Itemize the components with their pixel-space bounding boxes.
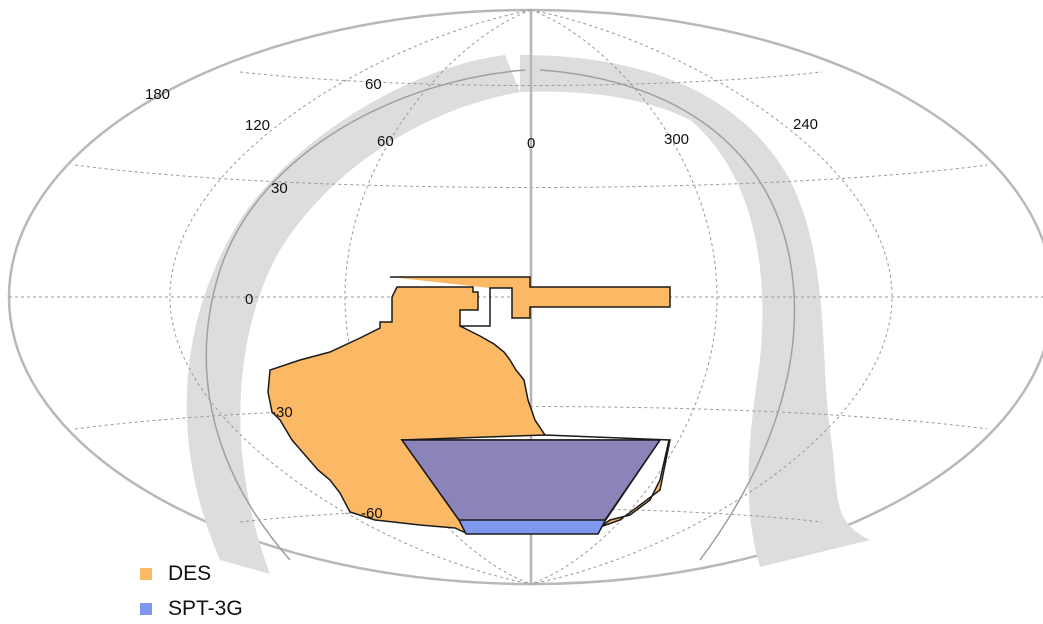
label-ra-120: 120: [245, 117, 270, 134]
legend-label-des: DES: [168, 562, 211, 586]
legend-item-spt3g: SPT-3G: [140, 597, 243, 621]
legend-item-des: DES: [140, 562, 211, 586]
legend-label-spt3g: SPT-3G: [168, 597, 243, 621]
label-ra-60: 60: [377, 133, 394, 150]
label-ra-300: 300: [664, 131, 689, 148]
spt3g-swatch: [140, 603, 152, 615]
label-dec-30s: -30: [271, 404, 293, 421]
label-dec-60n: 60: [365, 76, 382, 93]
des-swatch: [140, 568, 152, 580]
label-dec-0: 0: [245, 291, 253, 308]
label-ra-0: 0: [527, 135, 535, 152]
label-dec-30n: 30: [271, 180, 288, 197]
label-ra-180: 180: [145, 86, 170, 103]
label-dec-60s: -60: [361, 505, 383, 522]
label-ra-240: 240: [793, 116, 818, 133]
